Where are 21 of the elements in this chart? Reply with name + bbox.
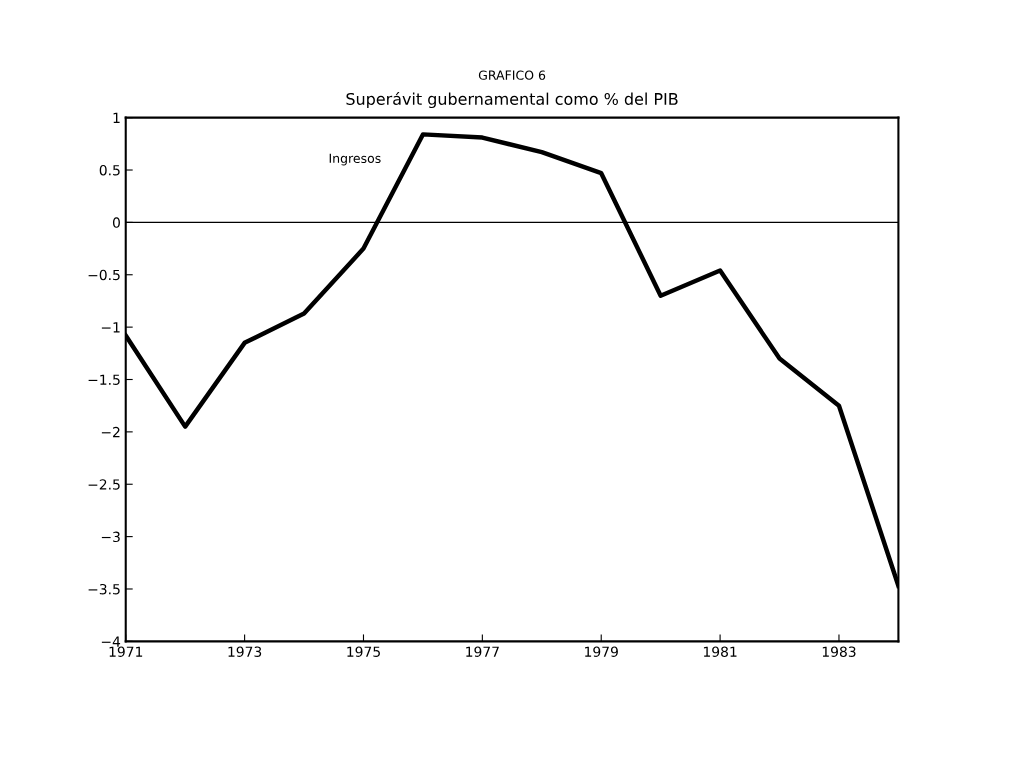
y-tick-label: 1 [113, 112, 120, 123]
y-tick-label: −1.5 [88, 374, 120, 385]
y-tick-label: −3.5 [88, 583, 120, 595]
y-tick-label: 0 [112, 217, 120, 228]
y-tick-label: −0.5 [88, 269, 120, 281]
x-tick-label: 1973 [228, 646, 262, 657]
x-tick-label: 1971 [109, 646, 143, 657]
y-tick-label: −3 [101, 531, 120, 543]
y-tick-label: 0.5 [99, 164, 120, 176]
x-tick-label: 1983 [822, 646, 856, 657]
chart-subtitle: Superávit gubernamental como % del PIB [346, 91, 678, 109]
x-tick-label: 1979 [585, 646, 618, 657]
series-label: Ingresos [329, 153, 381, 166]
x-tick-label: 1975 [347, 646, 380, 657]
y-tick-label: −2.5 [88, 479, 120, 490]
x-tick-label: 1981 [703, 646, 737, 657]
y-tick-label: −2 [101, 426, 120, 438]
y-tick-label: −1 [101, 322, 120, 333]
x-tick-label: 1977 [466, 646, 499, 657]
chart-title: GRAFICO 6 [478, 70, 546, 80]
y-tick-label: −4 [101, 636, 121, 647]
